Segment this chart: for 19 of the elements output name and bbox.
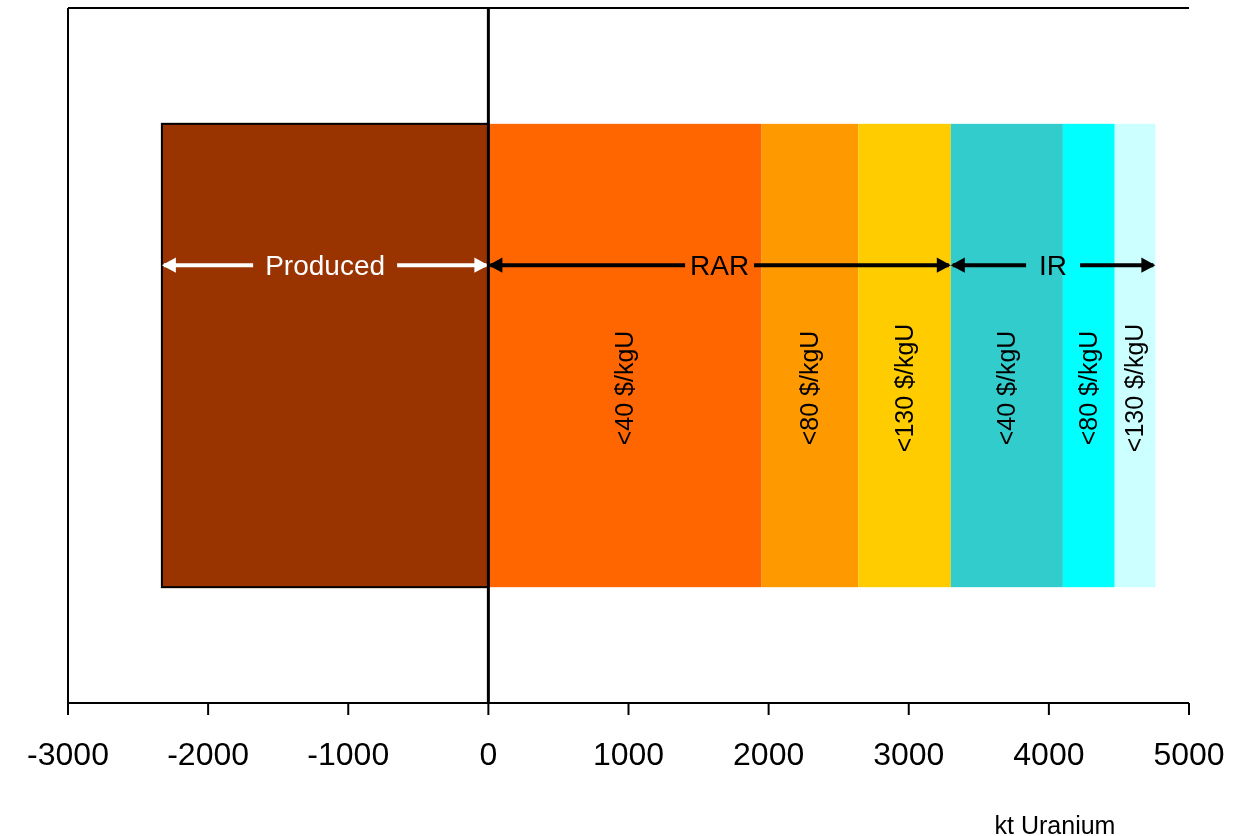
series-label: <40 $/kgU [610, 330, 638, 446]
annotation: IR [1039, 250, 1068, 282]
x-tick-label: 5000 [1153, 736, 1225, 772]
x-tick-label: -2000 [167, 736, 250, 772]
series-label: <40 $/kgU [991, 330, 1020, 446]
annotation: Produced [265, 250, 386, 282]
series-label: <130 $/kgU [1120, 323, 1149, 453]
x-tick-label: 1000 [592, 736, 665, 772]
annotation: RAR [690, 250, 750, 282]
x-tick-label: 3000 [873, 736, 945, 772]
x-tick-label: 2000 [733, 736, 805, 772]
series-label: <80 $/kgU [1073, 330, 1102, 446]
x-tick-label: -1000 [307, 736, 390, 772]
x-tick-label: -3000 [27, 736, 109, 772]
series-label: <130 $/kgU [889, 323, 918, 453]
x-tick-label: 0 [479, 736, 498, 772]
x-tick-label: 4000 [1013, 736, 1085, 772]
x-axis-title: kt Uranium [994, 811, 1116, 836]
series-label: <80 $/kgU [794, 330, 823, 446]
